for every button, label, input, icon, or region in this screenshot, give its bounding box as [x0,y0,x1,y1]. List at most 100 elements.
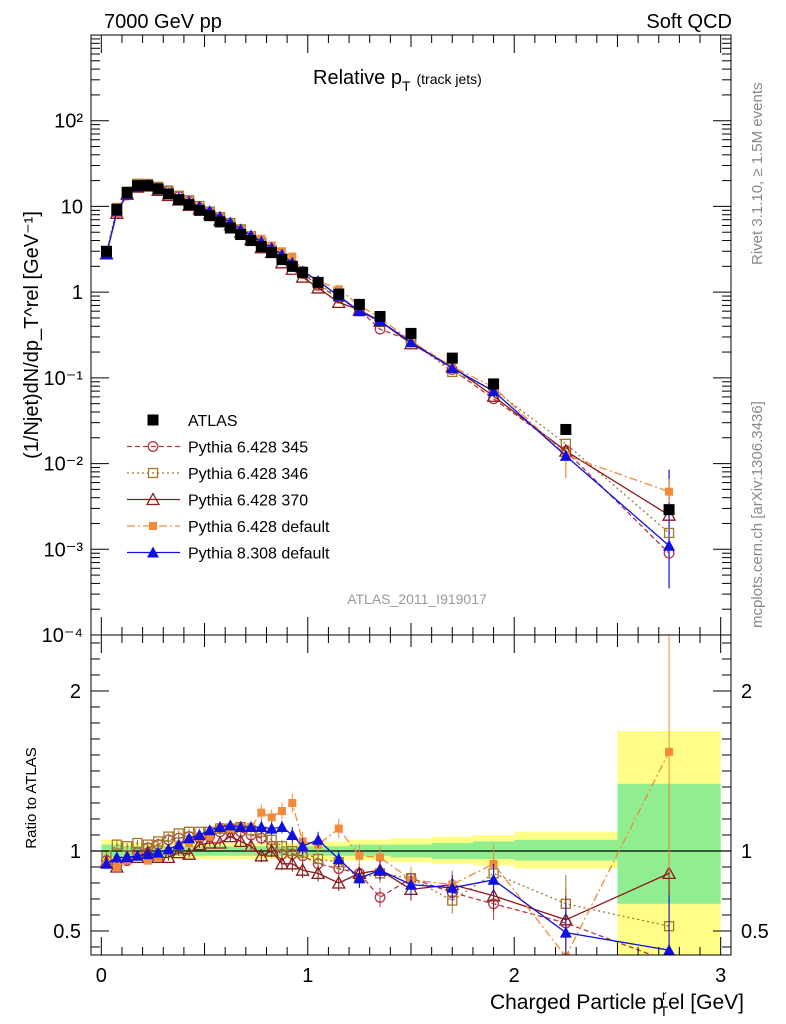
ratio-xlabel: Charged Particle pr Tel [GeV] [490,987,744,1019]
ratio-x-tick-label: 2 [509,965,520,987]
main-axes: 10⁻⁴ 10⁻³ 10⁻² 10⁻¹ 1 10 10² [42,34,731,647]
ratio-point-p346 [173,828,184,839]
ratio-point-p8def [255,821,268,832]
ratio-point-p8def [312,833,325,845]
ratio-point-p370 [264,843,279,857]
data-point-atlas [663,504,675,516]
data-point-p8def [446,362,459,374]
main-y-tick-label: 10⁻¹ [44,368,84,390]
data-point-atlas [488,378,500,390]
ratio-point-p6def [112,863,121,871]
main-plot-area [99,178,677,589]
ratio-point-p370 [212,835,228,849]
ratio-point-p346 [312,853,324,865]
header-left: 7000 GeV pp [104,11,222,33]
ratio-y-tick-label-right: 1 [741,841,752,863]
ratio-point-p8def [224,819,237,831]
legend-item: Pythia 8.308 default [127,546,330,563]
legend-marker [147,441,159,452]
ratio-point-p8def [245,821,257,832]
series-line-p6def [105,185,670,493]
data-point-atlas [446,352,458,364]
ratio-point-p8def [131,849,144,861]
ratio-xlabel-sub: T [660,1003,669,1019]
ratio-y-tick-label-right: 2 [741,681,752,703]
ratio-series-group [91,635,731,955]
data-point-p8def [663,539,676,551]
ratio-point-p346 [276,841,288,852]
ratio-point-p370 [274,856,290,870]
header-right: Soft QCD [646,11,732,33]
data-point-p8def [559,449,572,461]
data-point-p6def [665,487,674,496]
ratio-point-p8def [559,926,572,938]
ratio-point-p6def [288,799,297,807]
main-title-sub: T [402,78,411,94]
ratio-point-p6def [205,832,214,841]
legend-item: Pythia 6.428 370 [127,492,308,510]
ratio-point-p370 [254,848,269,862]
ratio-point-p8def [374,864,387,876]
main-title-text: Relative p [313,67,402,89]
ratio-point-p370 [202,835,217,849]
ratio-point-p345 [374,891,386,903]
data-point-atlas [266,247,278,259]
ratio-point-p8def [203,824,216,836]
ratio-x-tick-label: 3 [715,965,726,987]
main-y-tick-label: 1 [72,282,83,304]
ratio-point-p6def [355,851,364,860]
legend-item: ATLAS [147,413,238,430]
ratio-point-p370 [661,866,677,880]
ratio-point-p8def [183,832,196,844]
ratio-ylabel: Ratio to ATLAS [23,747,40,848]
ratio-point-p8def [265,822,278,834]
ratio-point-p370 [223,829,238,843]
watermark: ATLAS_2011_I919017 [347,591,487,607]
ratio-point-p370 [243,838,259,852]
ratio-point-p8def [152,846,165,858]
data-point-p370 [331,295,346,309]
ratio-point-p8def [193,829,206,840]
data-point-atlas [162,188,174,200]
main-ylabel: (1/Njet)dN/dp_T^rel [GeV⁻¹] [21,211,43,459]
ratio-point-p6def [143,856,152,865]
legend-marker [149,522,157,530]
ratio-point-p8def [141,848,154,860]
ratio-axes: 0.5 0.5 1 1 2 2 0 1 2 3 [53,635,769,987]
data-point-atlas [121,187,133,199]
ratio-point-p6def [665,747,674,756]
legend: ATLAS Pythia 6.428 345 Pythia 6.428 346 Pyt… [127,413,330,563]
ratio-point-p8def [663,944,675,955]
main-panel: 10⁻⁴ 10⁻³ 10⁻² 10⁻¹ 1 10 10² Relative pT (track… [21,34,732,647]
main-y-tick-label: 10⁻³ [44,539,84,561]
data-point-atlas [152,183,164,195]
ratio-panel: 0.5 0.5 1 1 2 2 0 1 2 3 Ratio to ATLAS Charged Pa… [23,634,769,1019]
legend-item: Pythia 6.428 346 [127,466,308,483]
main-y-tick-label: 10⁻⁴ [42,625,83,647]
legend-label: Pythia 6.428 default [188,519,330,536]
ratio-point-p370 [295,862,310,876]
legend-marker [147,414,159,426]
uncertainty-band-green [514,839,618,861]
legend-marker [145,492,161,506]
main-y-tick-label: 10⁻² [44,454,84,476]
ratio-point-p370 [161,850,176,864]
data-point-atlas [374,310,386,322]
ratio-point-p8def [214,821,227,832]
data-point-atlas [333,288,345,300]
ratio-point-p346 [152,836,164,847]
ratio-point-p8def [405,878,417,890]
ratio-xlabel-text: Charged Particle p [490,991,664,1014]
ratio-point-p6def [267,813,276,822]
ratio-point-p6def [334,824,343,833]
data-point-atlas [312,276,324,288]
data-point-atlas [214,216,226,228]
ratio-y-tick-label-right: 0.5 [741,921,769,943]
main-series-group [99,178,677,589]
ratio-xlabel-rest: el [GeV] [668,991,744,1014]
mcplots-label: mcplots.cern.ch [arXiv:1306.3436] [749,401,766,628]
ratio-point-p8def [234,821,247,832]
data-point-atlas [297,266,309,278]
legend-marker [147,546,159,558]
